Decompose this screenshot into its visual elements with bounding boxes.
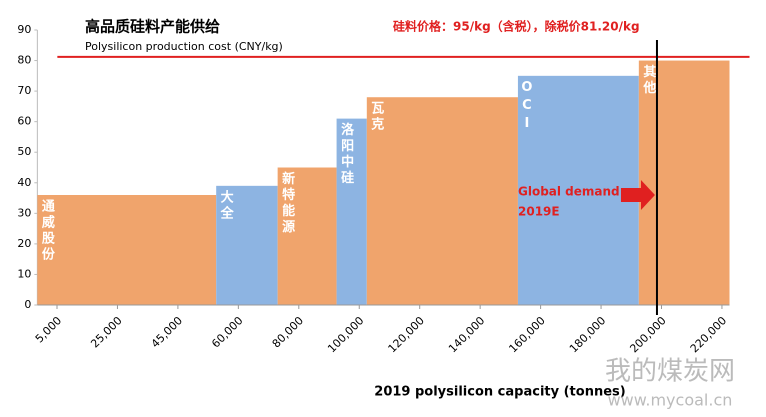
x-axis-label: 2019 polysilicon capacity (tonnes) xyxy=(374,385,625,400)
watermark-url: www.mycoal.cn xyxy=(608,391,733,410)
x-tick-label: 45,000 xyxy=(149,314,185,350)
y-axis-label: Polysilicon production cost (CNY/kg) xyxy=(85,40,283,53)
bar-label: 通威股份 xyxy=(39,198,55,263)
y-tick-label: 80 xyxy=(17,54,31,67)
bar-label: 洛阳中硅 xyxy=(338,122,354,187)
demand-arrow xyxy=(620,180,655,210)
y-tick-label: 90 xyxy=(17,23,31,36)
y-tick-label: 30 xyxy=(17,206,31,219)
bar xyxy=(517,75,639,305)
x-tick-label: 25,000 xyxy=(88,314,124,350)
bar-label: 新特能源 xyxy=(279,171,295,236)
y-tick-label: 70 xyxy=(17,84,31,97)
demand-label: Global demand xyxy=(518,185,620,199)
bar xyxy=(37,195,217,305)
y-tick-label: 10 xyxy=(17,267,31,280)
x-tick-label: 140,000 xyxy=(446,314,487,355)
bar xyxy=(216,185,278,305)
price-note: 硅料价格：95/kg（含税），除税价81.20/kg xyxy=(393,19,640,34)
y-tick-label: 20 xyxy=(17,237,31,250)
x-tick-label: 100,000 xyxy=(325,314,366,355)
bar xyxy=(366,97,518,305)
x-tick-label: 120,000 xyxy=(386,314,427,355)
y-tick-label: 50 xyxy=(17,145,31,158)
y-tick-label: 60 xyxy=(17,115,31,128)
x-tick-label: 5,000 xyxy=(33,314,64,345)
x-tick-label: 200,000 xyxy=(627,314,668,355)
chart-title: 高品质硅料产能供给 xyxy=(85,18,220,36)
x-tick-label: 60,000 xyxy=(209,314,245,350)
x-tick-label: 80,000 xyxy=(270,314,306,350)
y-tick-label: 40 xyxy=(17,176,31,189)
x-tick-label: 220,000 xyxy=(688,314,729,355)
bar xyxy=(277,167,337,305)
watermark-name: 我的煤炭网 xyxy=(605,357,735,387)
bar-label: OCI xyxy=(519,80,534,134)
x-tick-label: 160,000 xyxy=(506,314,547,355)
demand-label: 2019E xyxy=(518,205,560,219)
bar-label: 其他 xyxy=(640,64,657,97)
y-tick-label: 0 xyxy=(24,298,31,311)
bar xyxy=(336,118,367,305)
x-tick-label: 180,000 xyxy=(567,314,608,355)
bar-label: 大全 xyxy=(218,189,235,222)
bar xyxy=(638,60,730,305)
bar-label: 瓦克 xyxy=(368,101,384,133)
